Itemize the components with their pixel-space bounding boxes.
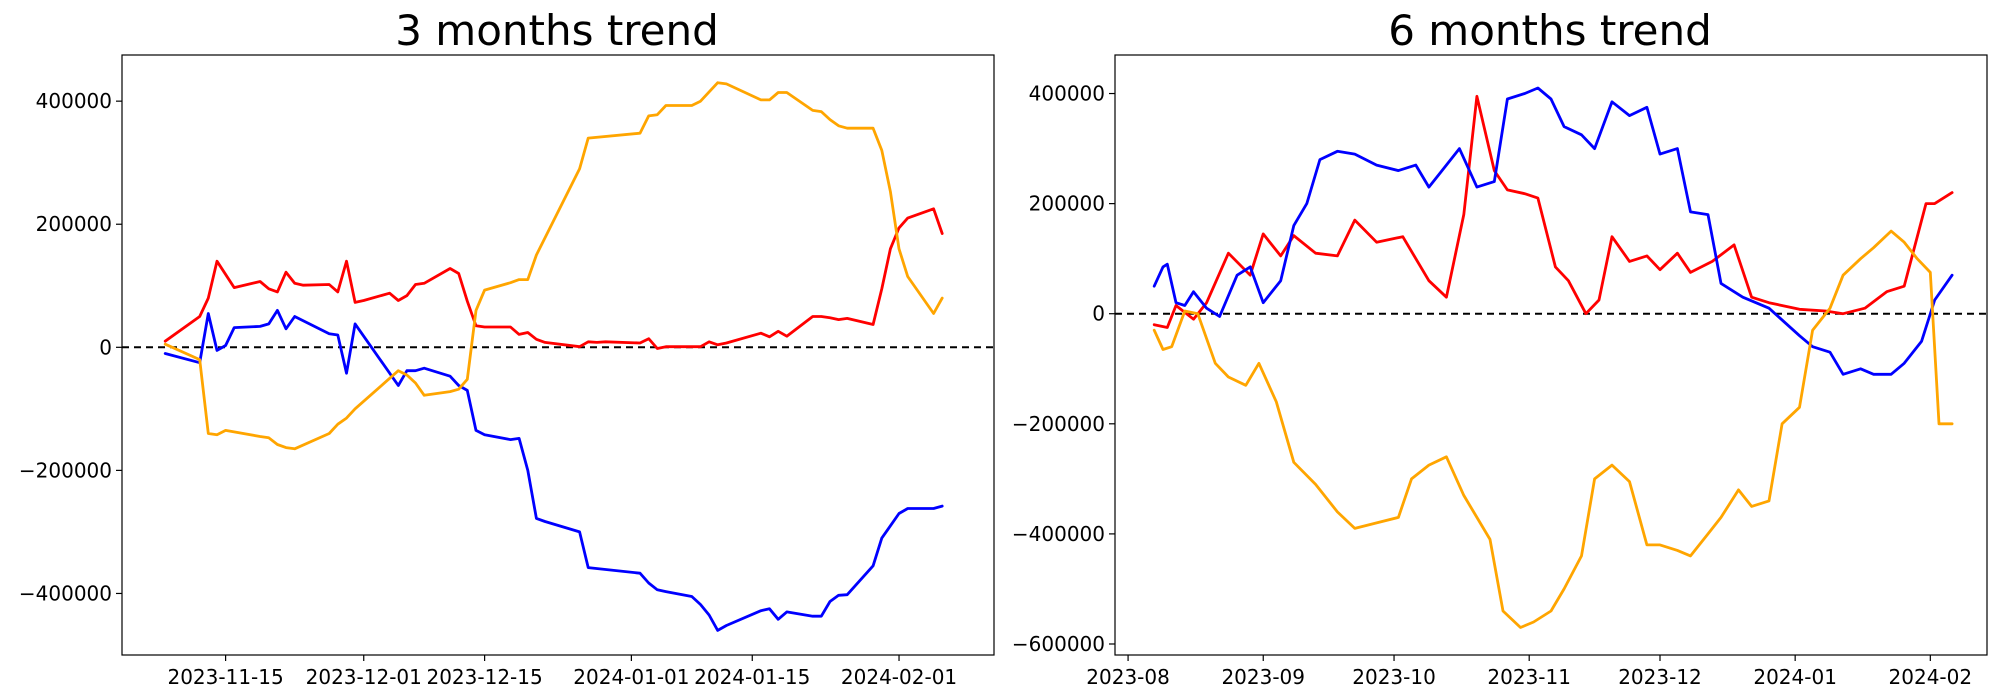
x-tick-label: 2023-12 bbox=[1618, 665, 1702, 689]
x-tick-label: 2024-01-01 bbox=[573, 665, 689, 689]
plot-frame bbox=[1114, 54, 1988, 656]
plot-frame bbox=[121, 54, 995, 656]
x-tick-label: 2023-12-15 bbox=[426, 665, 542, 689]
y-tick-label: 200000 bbox=[36, 212, 112, 236]
y-tick-label: −400000 bbox=[1012, 522, 1105, 546]
chart-6-months: 6 months trend −600000 −400000 −200000 0 200… bbox=[1012, 6, 1988, 689]
series-line-1 bbox=[163, 308, 944, 632]
y-tick-label: −200000 bbox=[19, 458, 112, 482]
series-layer bbox=[163, 81, 944, 632]
y-tick-label: 0 bbox=[99, 335, 112, 359]
y-tick-label: 0 bbox=[1092, 302, 1105, 326]
y-tick-label: 400000 bbox=[36, 89, 112, 113]
series-layer bbox=[1152, 86, 1954, 629]
chart-3-months: 3 months trend −400000 −200000 0 200000 4000… bbox=[19, 6, 995, 689]
x-axis-ticks: 2023-11-15 2023-12-01 2023-12-15 2024-01-01… bbox=[167, 655, 957, 689]
x-tick-label: 2023-12-01 bbox=[306, 665, 422, 689]
y-tick-label: −400000 bbox=[19, 581, 112, 605]
chart-title: 3 months trend bbox=[395, 6, 719, 55]
series-line-2 bbox=[163, 81, 944, 451]
x-tick-label: 2023-08 bbox=[1086, 665, 1170, 689]
x-tick-label: 2023-11 bbox=[1487, 665, 1571, 689]
series-line-0 bbox=[163, 207, 944, 350]
y-tick-label: 400000 bbox=[1029, 82, 1105, 106]
y-tick-label: −600000 bbox=[1012, 632, 1105, 656]
y-tick-label: −200000 bbox=[1012, 412, 1105, 436]
x-tick-label: 2024-02 bbox=[1889, 665, 1973, 689]
x-tick-label: 2023-11-15 bbox=[167, 665, 283, 689]
y-axis-ticks: −400000 −200000 0 200000 400000 bbox=[19, 89, 122, 605]
x-tick-label: 2024-01 bbox=[1753, 665, 1837, 689]
x-tick-label: 2023-10 bbox=[1352, 665, 1436, 689]
series-line-1 bbox=[1152, 86, 1954, 376]
y-axis-ticks: −600000 −400000 −200000 0 200000 400000 bbox=[1012, 82, 1115, 656]
series-line-2 bbox=[1152, 229, 1954, 629]
x-axis-ticks: 2023-08 2023-09 2023-10 2023-11 2023-12 2024-… bbox=[1086, 655, 1972, 689]
x-tick-label: 2023-09 bbox=[1221, 665, 1305, 689]
chart-title: 6 months trend bbox=[1388, 6, 1712, 55]
x-tick-label: 2024-02-01 bbox=[841, 665, 957, 689]
series-line-0 bbox=[1152, 94, 1954, 329]
y-tick-label: 200000 bbox=[1029, 192, 1105, 216]
x-tick-label: 2024-01-15 bbox=[694, 665, 810, 689]
